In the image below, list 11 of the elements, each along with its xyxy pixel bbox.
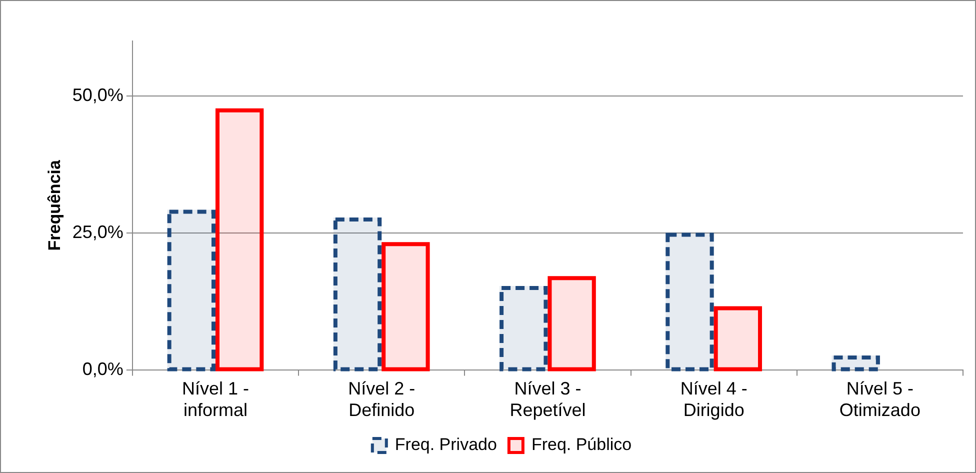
x-tick-label: Nível 1 - informal	[182, 378, 250, 420]
y-tick-label: 50,0%	[72, 84, 124, 105]
legend-label: Freq. Público	[531, 435, 632, 454]
y-tick-label: 0,0%	[82, 358, 124, 379]
x-tick-label: Nível 2 - Definido	[348, 378, 416, 420]
x-tick-label: Nível 4 - Dirigido	[680, 378, 748, 420]
y-axis-title: Frequência	[44, 160, 64, 251]
x-tick-label: Nível 3 - Repetível	[510, 378, 586, 420]
legend-label: Freq. Privado	[394, 435, 497, 454]
x-tick-label: Nível 5 - Otimizado	[839, 378, 920, 420]
y-tick-label: 25,0%	[72, 222, 124, 242]
